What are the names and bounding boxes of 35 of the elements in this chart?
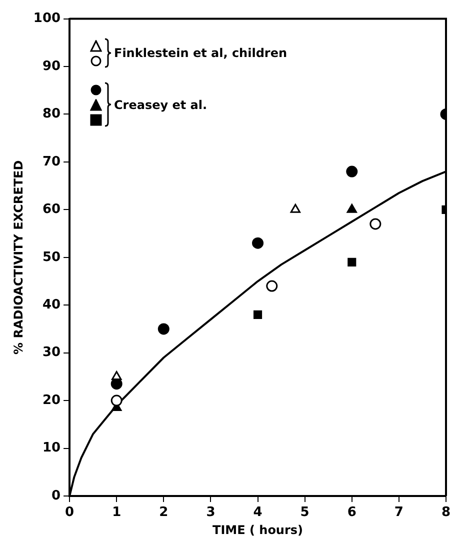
point bbox=[112, 370, 122, 380]
legend-label: Creasey et al. bbox=[114, 98, 208, 112]
x-tick-label: 0 bbox=[65, 505, 74, 520]
point bbox=[370, 218, 382, 230]
y-tick-label: 100 bbox=[33, 11, 61, 26]
y-tick-label: 10 bbox=[42, 440, 61, 456]
point bbox=[266, 280, 278, 292]
y-tick-label: 90 bbox=[42, 58, 61, 74]
x-tick-label: 8 bbox=[441, 505, 451, 520]
x-tick-label: 3 bbox=[206, 505, 216, 520]
y-tick-label: 60 bbox=[42, 202, 61, 218]
legend-label: Finklestein et al, children bbox=[114, 46, 288, 60]
y-tick-label: 50 bbox=[42, 250, 61, 265]
x-axis-title: TIME ( hours) bbox=[212, 522, 304, 537]
point bbox=[346, 204, 357, 213]
point bbox=[252, 237, 264, 249]
point bbox=[253, 310, 262, 319]
y-tick-label: 0 bbox=[51, 488, 61, 504]
x-tick-label: 4 bbox=[253, 505, 262, 520]
point bbox=[348, 258, 356, 266]
point bbox=[110, 394, 122, 406]
point bbox=[346, 166, 358, 178]
y-tick-label: 70 bbox=[42, 154, 61, 170]
y-axis-title: % RADIOACTIVITY EXCRETED bbox=[11, 160, 26, 354]
point bbox=[290, 204, 300, 213]
y-tick-label: 80 bbox=[42, 106, 61, 122]
x-tick-label: 6 bbox=[347, 505, 356, 520]
x-tick-label: 5 bbox=[300, 505, 310, 520]
point bbox=[158, 323, 170, 335]
x-tick-label: 1 bbox=[112, 505, 122, 520]
y-tick-label: 40 bbox=[42, 297, 61, 312]
y-tick-label: 30 bbox=[42, 345, 61, 360]
x-tick-label: 2 bbox=[159, 505, 168, 520]
x-tick-label: 7 bbox=[394, 505, 404, 520]
y-tick-label: 20 bbox=[42, 392, 61, 408]
